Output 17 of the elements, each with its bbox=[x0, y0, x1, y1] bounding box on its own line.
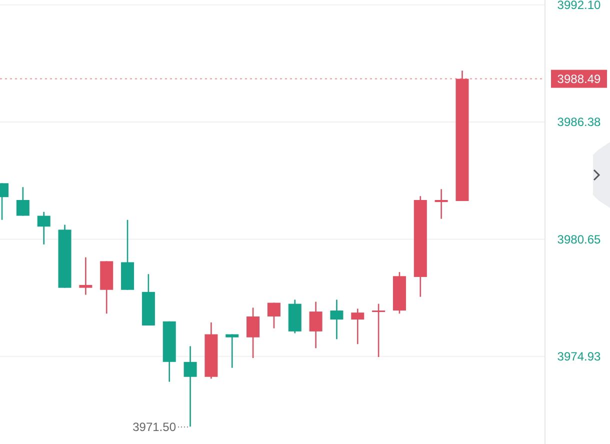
candlestick bbox=[309, 301, 322, 349]
candlestick bbox=[16, 186, 30, 216]
candlestick bbox=[37, 211, 50, 246]
candlestick bbox=[351, 308, 364, 345]
candlestick bbox=[434, 188, 448, 220]
candlestick bbox=[372, 303, 386, 358]
y-tick-label: 3980.65 bbox=[557, 232, 602, 246]
candlestick bbox=[226, 334, 239, 368]
y-tick-label: 3974.93 bbox=[557, 350, 602, 364]
ref-line-label: 3988.49 bbox=[557, 72, 602, 86]
y-tick-label: 3992.10 bbox=[557, 0, 602, 12]
candlestick bbox=[330, 299, 344, 340]
candlestick bbox=[267, 302, 280, 329]
candlestick bbox=[246, 307, 260, 359]
y-tick-label: 3986.38 bbox=[557, 115, 602, 130]
annotation: 3971.50 bbox=[132, 420, 176, 434]
candlestick bbox=[79, 256, 92, 296]
